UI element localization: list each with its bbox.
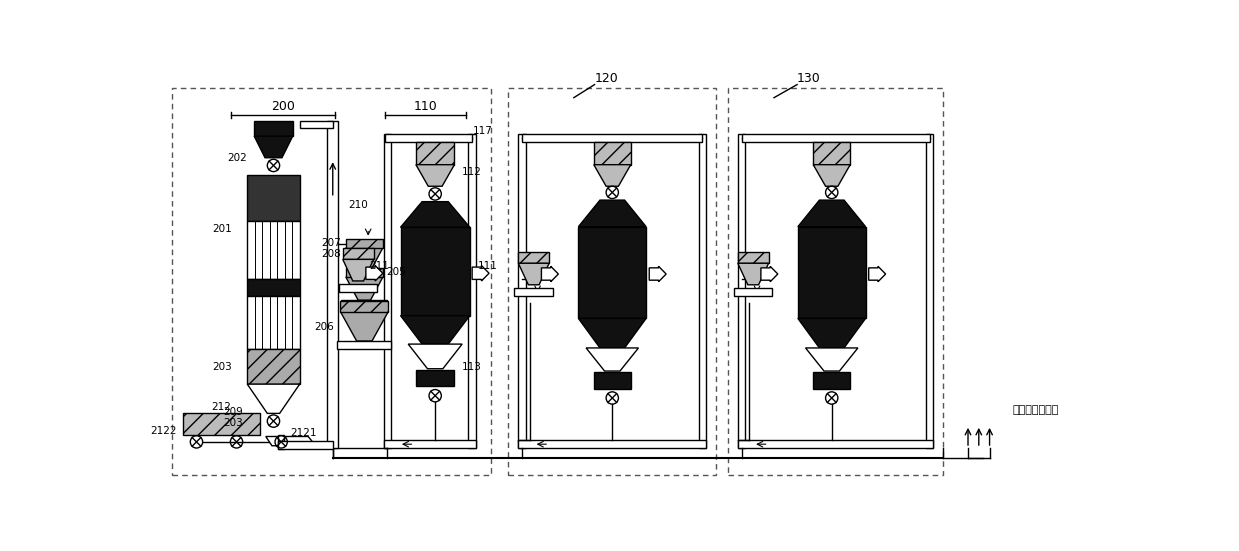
- Bar: [248, 295, 300, 349]
- Text: 203: 203: [212, 362, 232, 372]
- Polygon shape: [805, 348, 857, 371]
- Text: 203: 203: [223, 418, 243, 428]
- Text: 200: 200: [271, 100, 295, 114]
- Text: 207: 207: [321, 238, 341, 248]
- Polygon shape: [248, 384, 300, 413]
- Bar: [278, 441, 333, 449]
- Bar: [579, 226, 647, 318]
- Bar: [384, 134, 392, 448]
- Polygon shape: [518, 263, 549, 285]
- Bar: [518, 440, 706, 448]
- Polygon shape: [813, 165, 850, 186]
- Polygon shape: [761, 266, 778, 282]
- Polygon shape: [343, 260, 374, 281]
- Bar: [346, 239, 383, 248]
- Bar: [248, 221, 300, 279]
- Text: 211: 211: [369, 261, 389, 271]
- Polygon shape: [400, 202, 470, 227]
- Text: 212: 212: [211, 402, 230, 412]
- Bar: [733, 288, 772, 295]
- Bar: [813, 372, 850, 389]
- Polygon shape: [649, 266, 667, 282]
- Text: 201: 201: [212, 224, 232, 234]
- Bar: [416, 370, 455, 386]
- Bar: [518, 252, 549, 263]
- Polygon shape: [472, 266, 489, 281]
- Text: 120: 120: [595, 72, 618, 85]
- Bar: [518, 134, 527, 448]
- Bar: [468, 134, 476, 448]
- Text: 202: 202: [227, 153, 247, 163]
- Bar: [926, 134, 933, 448]
- Bar: [327, 121, 338, 448]
- Text: 210: 210: [348, 201, 368, 210]
- Polygon shape: [366, 266, 383, 281]
- Bar: [343, 248, 374, 260]
- Text: 2121: 2121: [290, 428, 317, 437]
- Bar: [341, 300, 388, 308]
- Polygon shape: [579, 200, 647, 226]
- Polygon shape: [266, 436, 316, 446]
- Polygon shape: [593, 165, 631, 186]
- Polygon shape: [408, 344, 462, 369]
- Polygon shape: [254, 136, 292, 158]
- Bar: [337, 341, 392, 349]
- Text: 130: 130: [797, 72, 820, 85]
- Polygon shape: [346, 277, 383, 300]
- Bar: [514, 288, 553, 295]
- Bar: [248, 279, 300, 295]
- Bar: [341, 301, 388, 312]
- Bar: [727, 89, 943, 475]
- Bar: [172, 89, 492, 475]
- Bar: [742, 134, 929, 142]
- Bar: [737, 440, 933, 448]
- Bar: [278, 435, 284, 449]
- Text: 206: 206: [313, 322, 333, 332]
- Text: 2122: 2122: [150, 426, 176, 436]
- Bar: [182, 413, 260, 435]
- Text: 113: 113: [462, 362, 482, 372]
- Bar: [416, 142, 455, 165]
- Text: 208: 208: [321, 249, 341, 259]
- Bar: [248, 175, 300, 221]
- Bar: [346, 268, 383, 277]
- Polygon shape: [798, 200, 866, 226]
- Bar: [737, 134, 746, 448]
- Polygon shape: [737, 263, 768, 285]
- Polygon shape: [346, 248, 383, 271]
- Text: 205: 205: [385, 267, 405, 278]
- Bar: [699, 134, 706, 448]
- Polygon shape: [341, 312, 388, 341]
- Bar: [300, 121, 333, 128]
- Text: 其他吸附子系统: 其他吸附子系统: [1012, 404, 1059, 414]
- Polygon shape: [400, 316, 470, 344]
- Text: 111: 111: [477, 261, 497, 271]
- Bar: [522, 134, 703, 142]
- Polygon shape: [586, 348, 638, 371]
- Bar: [248, 349, 300, 384]
- Bar: [508, 89, 716, 475]
- Bar: [593, 372, 631, 389]
- Text: 112: 112: [462, 168, 482, 177]
- Bar: [593, 142, 631, 165]
- Bar: [254, 121, 292, 136]
- Bar: [384, 440, 476, 448]
- Text: 117: 117: [473, 126, 493, 136]
- Polygon shape: [541, 266, 559, 282]
- Polygon shape: [579, 318, 647, 348]
- Polygon shape: [416, 165, 455, 186]
- Bar: [813, 142, 850, 165]
- Bar: [339, 284, 378, 291]
- Polygon shape: [798, 318, 866, 348]
- Polygon shape: [869, 266, 886, 282]
- Bar: [385, 134, 472, 142]
- Text: 110: 110: [414, 100, 437, 114]
- Bar: [798, 226, 866, 318]
- Bar: [400, 227, 470, 316]
- Text: 209: 209: [223, 407, 243, 417]
- Bar: [737, 252, 768, 263]
